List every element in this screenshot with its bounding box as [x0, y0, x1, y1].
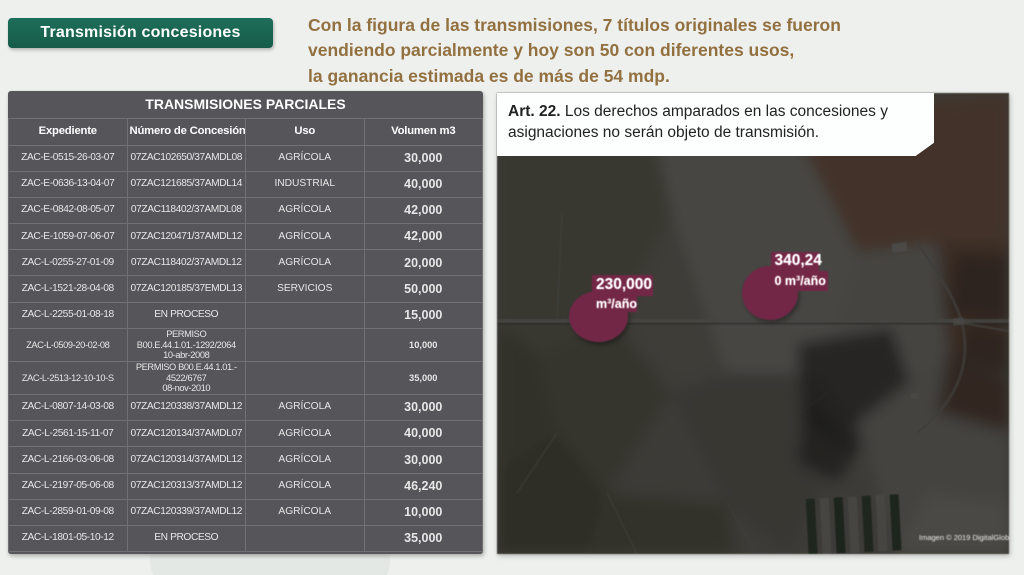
svg-text:Imagen © 2019 DigitalGlobe: Imagen © 2019 DigitalGlobe [919, 533, 1009, 542]
